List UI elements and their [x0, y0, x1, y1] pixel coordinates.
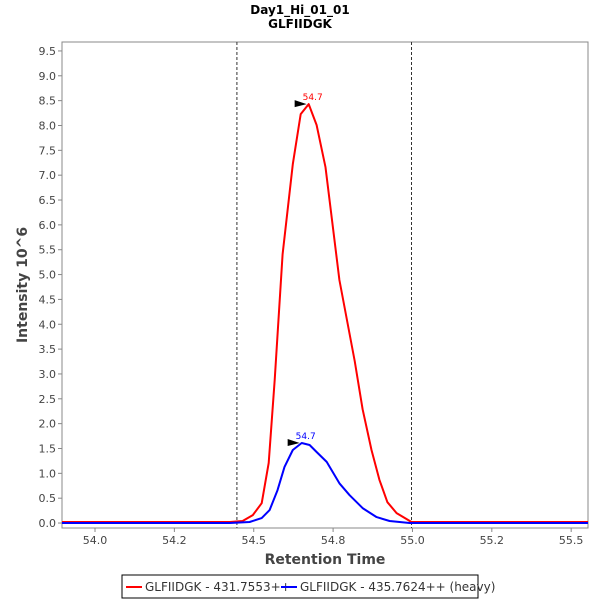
y-tick-label: 9.5 — [39, 45, 57, 58]
y-axis-label: Intensity 10^6 — [15, 227, 31, 343]
y-tick-label: 1.5 — [39, 442, 57, 455]
y-tick-label: 0.5 — [39, 492, 57, 505]
y-tick-label: 7.5 — [39, 144, 57, 157]
x-tick-label: 55.2 — [480, 534, 505, 547]
chart-title: Day1_Hi_01_01 — [250, 3, 349, 18]
y-tick-label: 0.0 — [39, 517, 57, 530]
y-tick-label: 7.0 — [39, 169, 57, 182]
y-tick-label: 5.0 — [39, 269, 57, 282]
y-tick-label: 5.5 — [39, 244, 57, 257]
y-tick-label: 9.0 — [39, 70, 57, 83]
y-tick-label: 8.5 — [39, 95, 57, 108]
peak-label: 54.7 — [296, 432, 316, 442]
x-tick-label: 54.5 — [241, 534, 266, 547]
y-tick-label: 3.0 — [39, 368, 57, 381]
y-tick-label: 3.5 — [39, 343, 57, 356]
series-line-1 — [62, 442, 588, 524]
legend: GLFIIDGK - 431.7553++ GLFIIDGK - 435.762… — [121, 574, 495, 599]
y-tick-label: 1.0 — [39, 467, 57, 480]
y-tick-label: 2.0 — [39, 418, 57, 431]
y-tick-label: 6.5 — [39, 194, 57, 207]
x-tick-label: 54.2 — [162, 534, 187, 547]
x-tick-label: 55.0 — [400, 534, 425, 547]
y-tick-label: 4.5 — [39, 293, 57, 306]
y-tick-label: 2.5 — [39, 393, 57, 406]
x-axis-label: Retention Time — [265, 552, 386, 568]
y-tick-label: 6.0 — [39, 219, 57, 232]
legend-label-heavy: GLFIIDGK - 435.7624++ (heavy) — [300, 580, 495, 594]
x-tick-label: 54.0 — [83, 534, 108, 547]
x-tick-label: 55.5 — [559, 534, 584, 547]
y-tick-label: 4.0 — [39, 318, 57, 331]
series-line-0 — [62, 103, 588, 523]
chart-subtitle: GLFIIDGK — [268, 17, 332, 31]
peak-marker-icon — [287, 439, 300, 447]
x-tick-label: 54.8 — [321, 534, 346, 547]
legend-label-light: GLFIIDGK - 431.7553++ — [145, 580, 291, 594]
peak-label: 54.7 — [303, 93, 323, 103]
plot-area — [61, 41, 589, 529]
y-tick-label: 8.0 — [39, 119, 57, 132]
peak-marker-icon — [294, 100, 307, 108]
